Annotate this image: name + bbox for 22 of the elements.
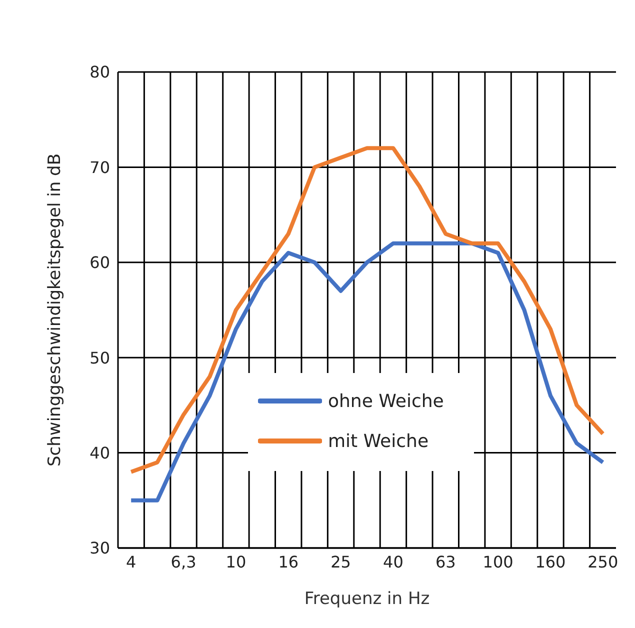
- line-series: [129, 146, 605, 474]
- x-tick-label: 6,3: [170, 552, 196, 572]
- x-tick-label: 160: [535, 552, 566, 572]
- legend-label: ohne Weiche: [328, 390, 444, 412]
- line-series: [129, 241, 605, 502]
- x-tick-label: 25: [330, 552, 351, 572]
- y-tick-label: 70: [90, 158, 110, 177]
- y-tick-label: 50: [90, 348, 110, 368]
- x-tick-label: 100: [482, 552, 514, 572]
- x-tick-label: 40: [383, 552, 404, 572]
- y-tick-label: 60: [90, 253, 110, 272]
- y-axis-title: Schwinggeschwindigkeitspegel in dB: [45, 154, 66, 466]
- x-tick-label: 250: [588, 552, 618, 572]
- y-tick-label: 30: [90, 538, 110, 558]
- x-tick-label: 10: [226, 552, 246, 572]
- legend-label: mit Weiche: [328, 430, 429, 452]
- x-tick-label: 4: [126, 552, 136, 572]
- x-tick-label: 63: [435, 552, 456, 572]
- y-tick-label: 80: [90, 62, 110, 82]
- x-axis-title: Frequenz in Hz: [304, 589, 430, 609]
- x-tick-label: 16: [278, 552, 299, 572]
- y-tick-label: 40: [90, 443, 110, 462]
